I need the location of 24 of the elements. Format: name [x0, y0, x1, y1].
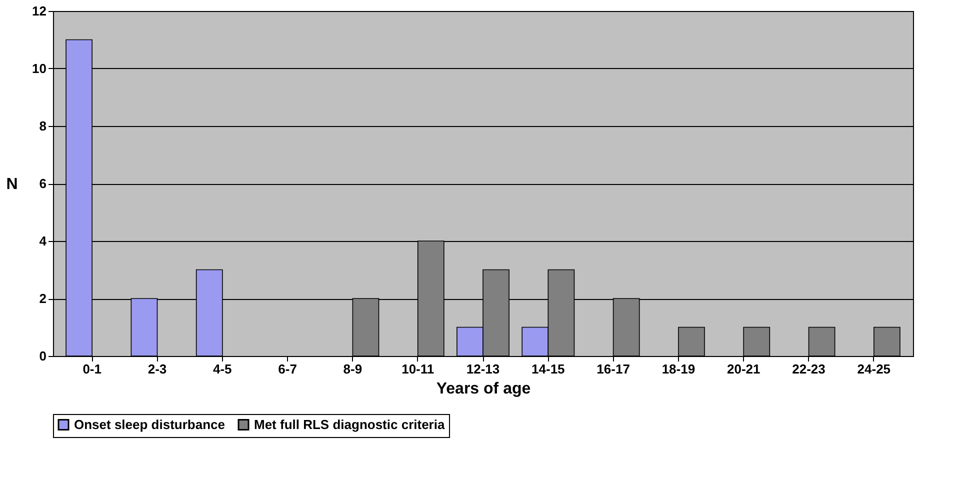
y-tick-label: 8	[39, 118, 46, 134]
x-tick-label: 16-17	[596, 362, 630, 376]
x-tick-label: 18-19	[662, 362, 696, 376]
x-tick-label: 6-7	[278, 362, 297, 376]
x-tick-label: 14-15	[532, 362, 565, 376]
legend-label: Met full RLS diagnostic criteria	[254, 416, 446, 432]
y-tick-label: 6	[39, 176, 46, 191]
x-tick-label: 0-1	[82, 362, 102, 376]
y-axis-title: N	[6, 176, 18, 193]
x-axis-title: Years of age	[436, 380, 531, 398]
y-tick-label: 12	[32, 4, 46, 18]
x-tick-label: 24-25	[857, 362, 891, 376]
y-tick-label: 10	[32, 61, 46, 76]
x-tick-label: 20-21	[726, 362, 760, 376]
x-tick-label: 8-9	[343, 362, 362, 376]
legend-label: Onset sleep disturbance	[74, 416, 225, 432]
x-tick-label: 4-5	[212, 362, 232, 376]
x-tick-label: 10-11	[402, 362, 434, 376]
x-tick-label: 12-13	[466, 362, 500, 376]
x-tick-label: 2-3	[148, 362, 167, 376]
y-tick-label: 0	[39, 348, 46, 364]
x-tick-label: 22-23	[792, 362, 826, 376]
y-tick-label: 2	[39, 291, 46, 306]
y-tick-label: 4	[39, 234, 48, 248]
